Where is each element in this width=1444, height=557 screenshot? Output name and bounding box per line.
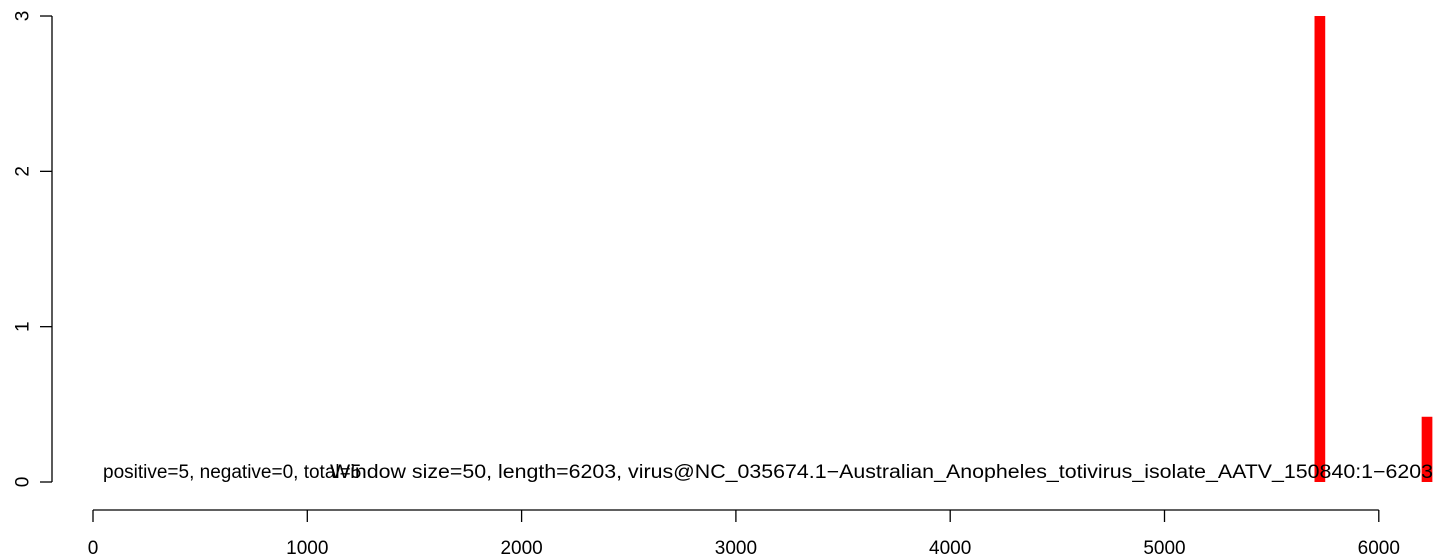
y-tick-label-2: 2 — [13, 166, 34, 177]
x-tick-label-5000: 5000 — [1143, 538, 1185, 557]
y-tick-label-1: 1 — [13, 321, 34, 332]
x-tick-label-0: 0 — [88, 538, 99, 557]
window-info-annotation: Window size=50, length=6203, virus@NC_03… — [330, 462, 1433, 483]
x-tick-label-2000: 2000 — [500, 538, 542, 557]
y-tick-label-0: 0 — [13, 477, 34, 488]
x-tick-label-1000: 1000 — [286, 538, 328, 557]
y-tick-label-3: 3 — [13, 11, 34, 22]
bar-group — [1314, 16, 1433, 482]
bar-1 — [1421, 416, 1433, 482]
y-axis: 0 1 2 3 — [13, 11, 53, 488]
x-tick-label-6000: 6000 — [1358, 538, 1400, 557]
x-tick-label-3000: 3000 — [715, 538, 757, 557]
bar-0 — [1314, 16, 1326, 482]
x-tick-label-4000: 4000 — [929, 538, 971, 557]
x-axis: 0 1000 2000 3000 4000 5000 6000 — [88, 509, 1400, 557]
counts-annotation: positive=5, negative=0, total=5 — [103, 462, 361, 483]
